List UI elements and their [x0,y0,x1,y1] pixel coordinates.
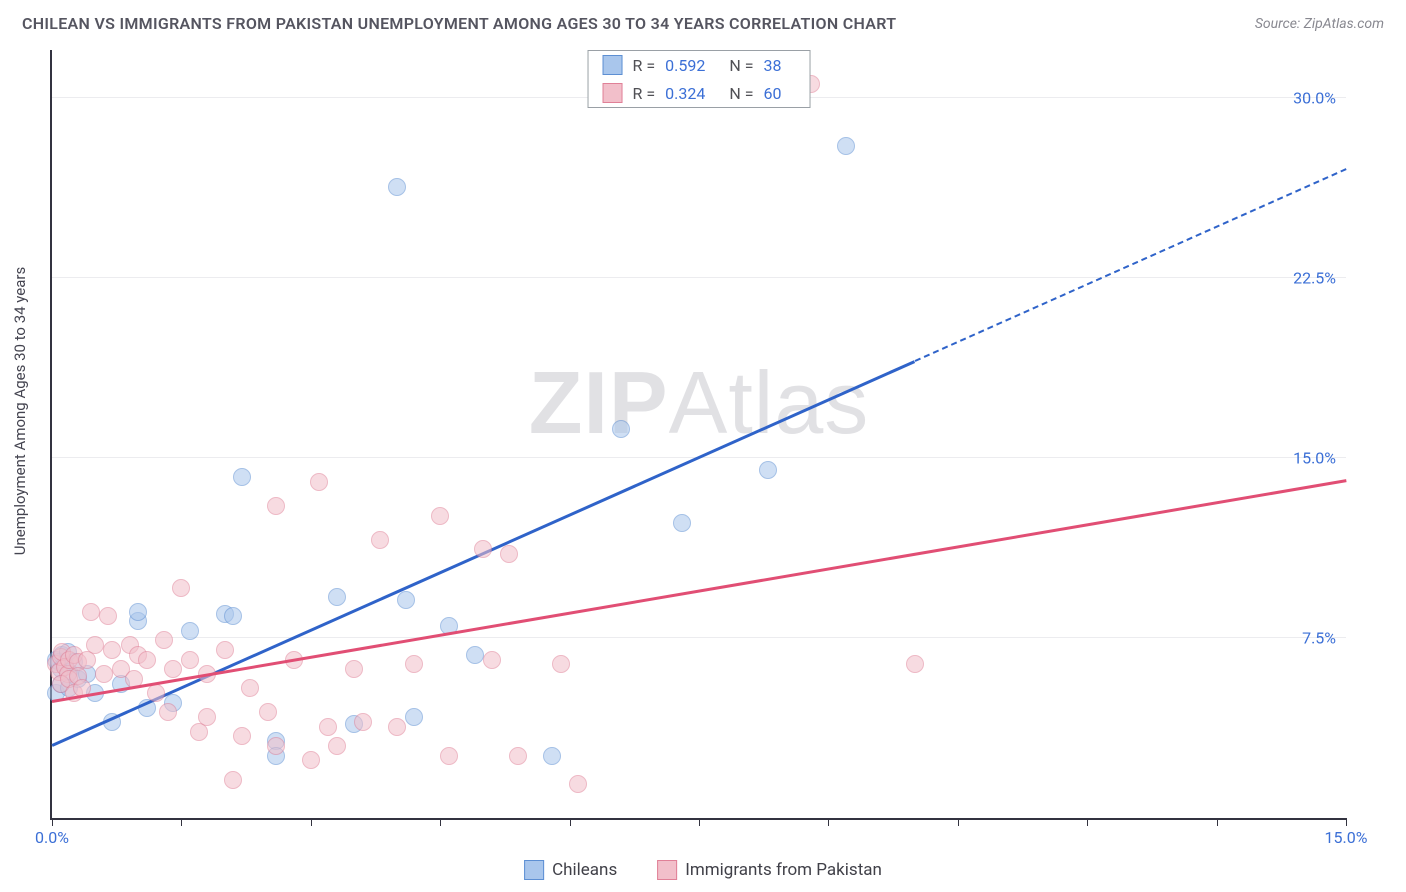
data-point-pakistan [95,665,113,683]
x-tick-label: 0.0% [35,828,69,847]
swatch-chileans-icon [524,860,544,880]
data-point-pakistan [198,708,216,726]
swatch-pakistan [603,83,623,103]
data-point-chileans [233,468,251,486]
legend-r-value-chileans: 0.592 [665,56,705,75]
data-point-pakistan [216,641,234,659]
data-point-pakistan [172,579,190,597]
legend-r-key: R = [633,56,656,75]
data-point-pakistan [181,651,199,669]
data-point-chileans [612,420,630,438]
x-tick [1217,818,1218,826]
source-label: Source: ZipAtlas.com [1255,16,1384,32]
legend-item-chileans: Chileans [524,860,617,880]
data-point-pakistan [328,737,346,755]
gridline [52,277,1346,278]
data-point-pakistan [474,540,492,558]
data-point-chileans [673,514,691,532]
data-point-pakistan [431,507,449,525]
data-point-pakistan [233,727,251,745]
data-point-pakistan [552,655,570,673]
x-tick-label: 15.0% [1325,828,1368,847]
data-point-chileans [181,622,199,640]
y-tick-label: 7.5% [1302,629,1336,648]
data-point-chileans [759,461,777,479]
data-point-chileans [129,603,147,621]
chart-title: CHILEAN VS IMMIGRANTS FROM PAKISTAN UNEM… [22,14,896,33]
trendline-pakistan [52,480,1346,703]
data-point-pakistan [155,631,173,649]
swatch-chileans [603,55,623,75]
data-point-chileans [388,178,406,196]
legend-r-key: R = [633,84,656,103]
data-point-pakistan [500,545,518,563]
legend-n-value-chileans: 38 [763,56,781,75]
data-point-pakistan [99,607,117,625]
legend-correlation: R = 0.592 N = 38 R = 0.324 N = 60 [588,50,811,108]
data-point-pakistan [164,660,182,678]
y-tick-label: 15.0% [1293,449,1336,468]
trendline-dash-chileans [914,168,1346,362]
data-point-pakistan [440,747,458,765]
legend-label-chileans: Chileans [552,860,617,880]
data-point-pakistan [103,641,121,659]
data-point-pakistan [509,747,527,765]
data-point-pakistan [319,718,337,736]
swatch-pakistan-icon [657,860,677,880]
x-tick [1346,818,1347,826]
data-point-pakistan [259,703,277,721]
x-tick [958,818,959,826]
scatter-plot: ZIPAtlas R = 0.592 N = 38 R = 0.324 N = … [50,50,1346,820]
y-tick-label: 30.0% [1293,89,1336,108]
x-tick [181,818,182,826]
data-point-pakistan [569,775,587,793]
data-point-pakistan [224,771,242,789]
legend-n-key: N = [729,56,753,75]
gridline [52,637,1346,638]
y-axis-label: Unemployment Among Ages 30 to 34 years [0,0,40,822]
x-tick [570,818,571,826]
data-point-pakistan [302,751,320,769]
data-point-pakistan [159,703,177,721]
legend-row-chileans: R = 0.592 N = 38 [589,51,810,79]
x-tick [52,818,53,826]
data-point-pakistan [138,651,156,669]
data-point-pakistan [267,737,285,755]
legend-item-pakistan: Immigrants from Pakistan [657,860,882,880]
legend-row-pakistan: R = 0.324 N = 60 [589,79,810,107]
legend-n-value-pakistan: 60 [763,84,781,103]
y-tick-label: 22.5% [1293,269,1336,288]
data-point-pakistan [241,679,259,697]
legend-label-pakistan: Immigrants from Pakistan [685,860,882,880]
data-point-pakistan [483,651,501,669]
data-point-pakistan [345,660,363,678]
data-point-chileans [224,607,242,625]
data-point-chileans [466,646,484,664]
x-tick [1087,818,1088,826]
data-point-pakistan [405,655,423,673]
data-point-pakistan [906,655,924,673]
data-point-pakistan [354,713,372,731]
data-point-pakistan [371,531,389,549]
data-point-pakistan [310,473,328,491]
data-point-chileans [837,137,855,155]
data-point-chileans [405,708,423,726]
x-tick [828,818,829,826]
x-tick [311,818,312,826]
data-point-chileans [543,747,561,765]
legend-n-key: N = [729,84,753,103]
data-point-pakistan [82,603,100,621]
legend-series: Chileans Immigrants from Pakistan [524,860,882,880]
x-tick [440,818,441,826]
data-point-pakistan [86,636,104,654]
data-point-pakistan [267,497,285,515]
data-point-chileans [328,588,346,606]
data-point-pakistan [147,684,165,702]
legend-r-value-pakistan: 0.324 [665,84,705,103]
x-tick [699,818,700,826]
data-point-chileans [397,591,415,609]
data-point-pakistan [388,718,406,736]
